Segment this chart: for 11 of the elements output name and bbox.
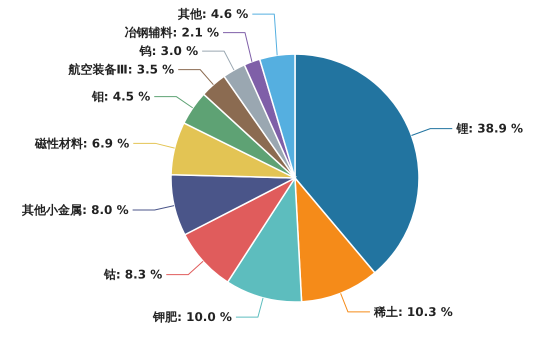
slice-label: 其他: 4.6 % [176,7,248,22]
slice-label: 其他小金属: 8.0 % [21,203,129,218]
slice-label: 钾肥: 10.0 % [152,310,232,324]
slice-label: 航空装备Ⅲ: 3.5 % [67,62,174,77]
slice-label: 锂: 38.9 % [455,122,524,136]
slice-label: 冶钢辅料: 2.1 % [124,26,219,40]
slice-label: 磁性材料: 6.9 % [34,136,130,150]
slice-label: 钨: 3.0 % [138,44,198,58]
slice-label: 钴: 8.3 % [102,268,162,282]
slice-label: 钼: 4.5 % [90,90,150,104]
slice-label: 稀土: 10.3 % [372,304,453,319]
